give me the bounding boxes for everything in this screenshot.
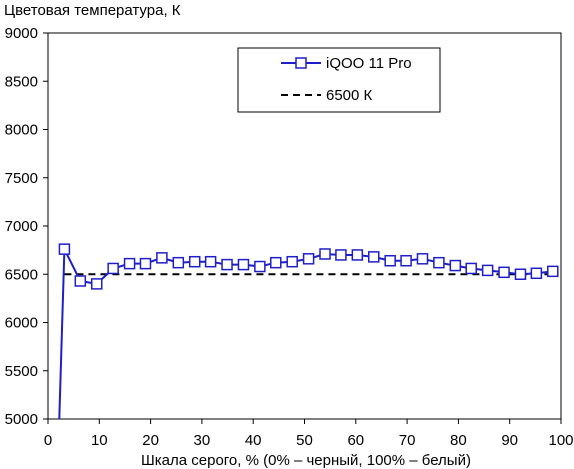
data-point-marker [449, 259, 462, 272]
data-point-marker [335, 249, 347, 261]
data-point-marker [172, 256, 185, 269]
data-point-marker [416, 253, 429, 265]
x-tick-label: 80 [450, 432, 467, 449]
series-layer [58, 243, 559, 420]
x-tick-label: 0 [44, 432, 52, 449]
x-tick-label: 40 [245, 432, 262, 449]
y-tick-label: 7500 [5, 170, 38, 187]
x-axis-ticks: 0 10 20 30 40 50 60 70 80 90 100 [44, 419, 574, 449]
x-tick-label: 60 [347, 432, 364, 449]
x-tick-label: 100 [548, 432, 573, 449]
legend-swatch-marker-iqoo [295, 57, 307, 69]
data-point-marker [433, 256, 445, 269]
data-point-marker [237, 258, 250, 271]
data-point-marker [107, 262, 119, 275]
data-point-marker [221, 258, 233, 271]
data-point-marker [204, 255, 217, 268]
data-point-marker [547, 265, 559, 278]
x-tick-label: 30 [194, 432, 211, 449]
x-axis-label: Шкала серого, % (0% – черный, 100% – бел… [141, 452, 471, 469]
legend-label-iqoo: iQOO 11 Pro [326, 55, 412, 72]
legend-box [237, 47, 441, 113]
y-tick-label: 5500 [5, 363, 38, 380]
data-point-marker [319, 248, 331, 260]
x-tick-label: 50 [296, 432, 313, 449]
x-tick-label: 90 [501, 432, 518, 449]
data-point-marker [74, 275, 87, 287]
data-point-marker [481, 264, 494, 277]
x-tick-label: 20 [142, 432, 159, 449]
y-tick-label: 8500 [5, 73, 38, 90]
data-point-marker [123, 257, 136, 270]
series-lead-in-segment [58, 249, 66, 420]
data-point-marker [58, 243, 71, 255]
y-tick-label: 7000 [5, 218, 38, 235]
x-tick-label: 70 [399, 432, 416, 449]
data-point-marker [286, 255, 298, 268]
y-tick-label: 6500 [5, 266, 38, 283]
y-tick-label: 8000 [5, 122, 38, 139]
data-point-marker [139, 257, 152, 270]
legend-label-6500k: 6500 К [326, 87, 373, 104]
y-tick-label: 9000 [5, 25, 38, 42]
data-point-marker [514, 268, 527, 280]
y-tick-label: 6000 [5, 315, 38, 332]
data-point-marker [270, 256, 282, 269]
data-point-marker [465, 262, 477, 275]
data-point-marker [368, 251, 380, 263]
y-tick-label: 5000 [5, 411, 38, 428]
legend: iQOO 11 Pro 6500 К [237, 47, 441, 113]
data-point-marker [384, 254, 396, 267]
data-point-marker [400, 254, 412, 267]
data-point-marker [351, 249, 364, 261]
chart-title: Цветовая температура, К [4, 2, 181, 19]
data-point-marker [498, 266, 510, 279]
data-point-marker [302, 253, 315, 265]
data-point-marker [188, 255, 201, 268]
plot-area-frame [47, 32, 562, 420]
data-point-marker [156, 252, 168, 264]
x-tick-label: 10 [91, 432, 108, 449]
data-point-marker [254, 260, 266, 273]
data-point-marker [90, 278, 103, 290]
data-point-marker [530, 267, 543, 280]
y-axis-ticks: 5000 5500 6000 6500 7000 7500 8000 8500 9000 [5, 25, 48, 428]
